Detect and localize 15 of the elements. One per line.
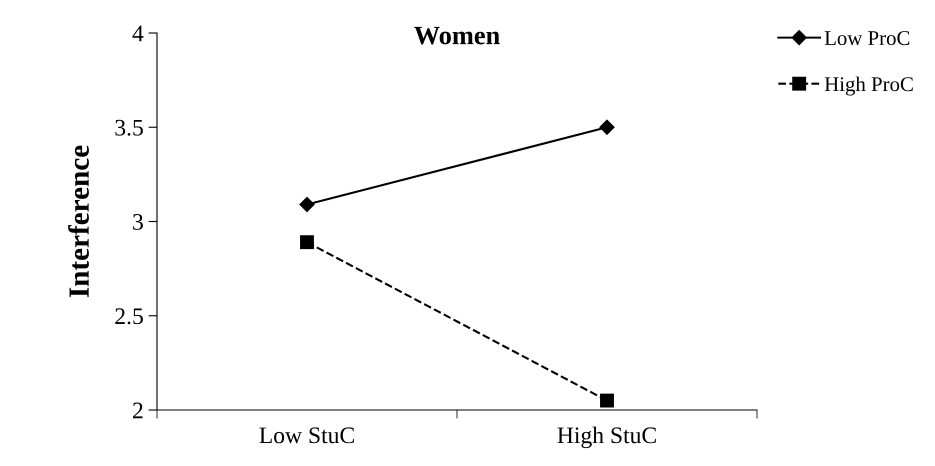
legend-label: Low ProC (824, 31, 910, 46)
x-tick-label: High StuC (557, 426, 656, 448)
point (300, 235, 314, 250)
point (599, 120, 615, 135)
y-tick-label: 2 (133, 402, 143, 418)
y-tick-label: 3 (133, 214, 143, 230)
y-axis-title: Interference (68, 146, 89, 298)
y-tick-label: 2.5 (115, 308, 143, 324)
y-tick-label: 3.5 (115, 120, 143, 136)
chart-title: Women (414, 26, 500, 45)
point (600, 394, 614, 408)
y-tick-label: 4 (132, 26, 144, 42)
point (299, 196, 315, 212)
x-tick-label: Low StuC (259, 427, 354, 444)
legend-label: High ProC (824, 76, 913, 96)
